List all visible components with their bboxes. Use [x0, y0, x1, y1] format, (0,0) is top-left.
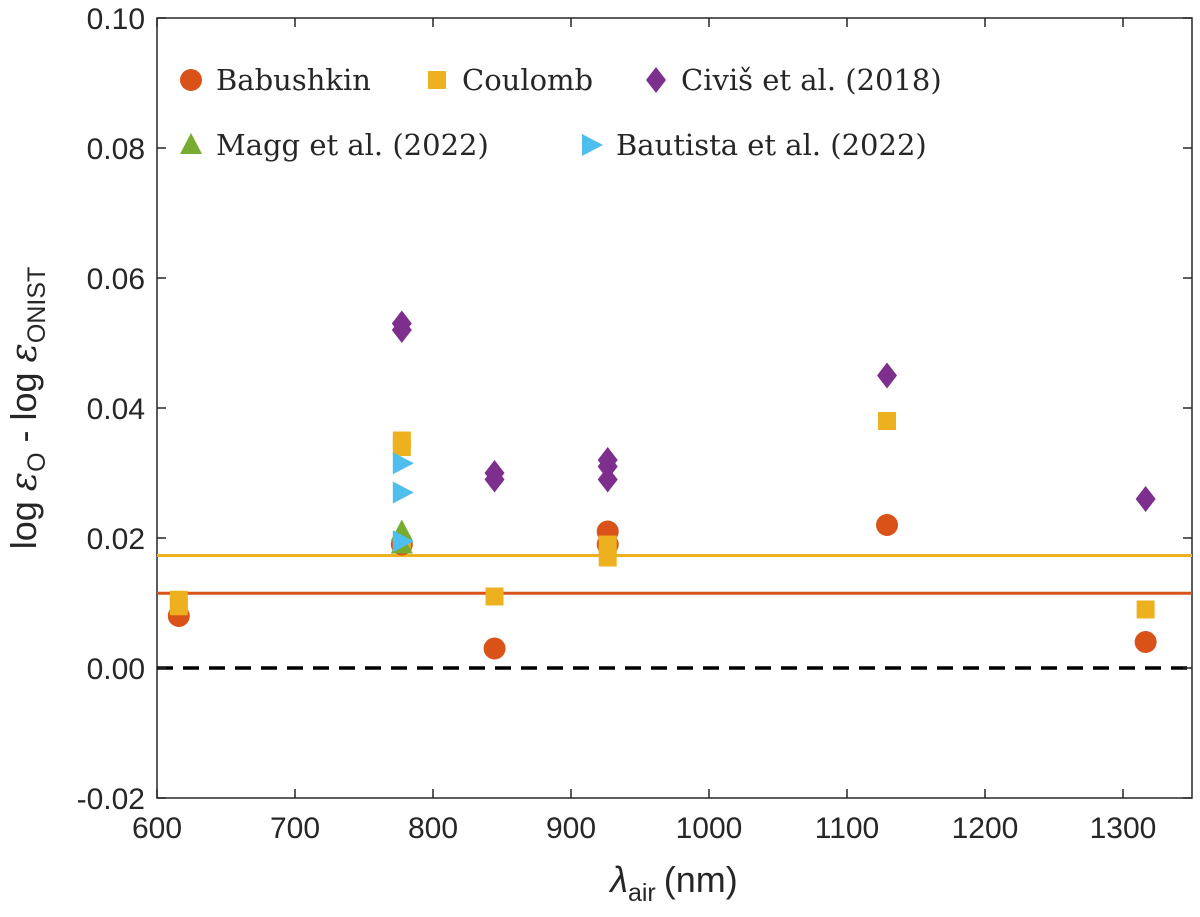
y-label-eps1: ε	[4, 472, 45, 491]
legend-label: Coulomb	[462, 63, 593, 97]
legend: Babushkin Coulomb Civiš et al. (2018) Magg …	[180, 63, 942, 162]
data-point	[392, 530, 414, 553]
legend-marker	[582, 134, 603, 156]
x-tick-label: 900	[546, 812, 596, 845]
data-point	[597, 466, 618, 493]
y-tick-label: 0.00	[87, 653, 145, 686]
y-tick-label: 0.04	[87, 393, 145, 426]
x-tick-label: 1000	[676, 812, 743, 845]
series	[391, 310, 1156, 512]
x-label-unit: (nm)	[664, 859, 738, 900]
x-label-lambda: λ	[608, 859, 628, 900]
y-label-eps2: ε	[4, 343, 45, 362]
x-axis-label: λair (nm)	[608, 859, 738, 907]
y-label-sub1: O	[23, 452, 51, 471]
x-tick-label: 1100	[815, 812, 880, 845]
y-label-sub2: ONIST	[23, 267, 51, 343]
data-point	[1134, 631, 1157, 653]
x-axis: 600 700 800 900 1000 1100 1200 1300	[132, 18, 1156, 845]
data-point	[598, 548, 617, 567]
legend-item: Babushkin	[180, 63, 371, 97]
x-tick-label: 700	[270, 812, 320, 845]
data-point	[484, 466, 505, 493]
y-label-prefix: log	[3, 491, 44, 549]
data-point	[485, 587, 504, 606]
legend-marker	[180, 133, 202, 154]
y-axis: -0.02 0.00 0.02 0.04 0.06 0.08 0.10	[77, 3, 1192, 816]
legend-item: Coulomb	[428, 63, 593, 97]
y-tick-label: 0.10	[87, 3, 145, 36]
legend-marker	[428, 71, 446, 89]
x-tick-label: 1300	[1090, 812, 1157, 845]
data-point	[392, 452, 414, 475]
data-point	[483, 637, 506, 660]
data-markers	[167, 310, 1157, 660]
legend-item: Bautista et al. (2022)	[582, 128, 927, 162]
data-point	[1136, 600, 1155, 619]
y-tick-label: 0.06	[87, 263, 145, 296]
legend-label: Magg et al. (2022)	[216, 128, 489, 162]
y-axis-label: log εO - log εONIST	[3, 267, 51, 550]
legend-label: Babushkin	[216, 63, 371, 97]
legend-label: Civiš et al. (2018)	[681, 63, 942, 97]
data-point	[169, 597, 188, 616]
y-tick-label: 0.08	[87, 133, 145, 166]
data-point	[1135, 486, 1156, 512]
legend-marker	[180, 69, 202, 91]
data-point	[392, 481, 414, 504]
y-tick-label: -0.02	[77, 783, 145, 816]
data-point	[877, 362, 898, 389]
x-label-sub: air	[628, 879, 656, 907]
legend-label: Bautista et al. (2022)	[616, 128, 927, 162]
series	[392, 452, 414, 553]
data-point	[878, 412, 897, 430]
x-tick-label: 600	[132, 812, 182, 845]
data-point	[392, 438, 411, 456]
legend-marker	[646, 67, 666, 93]
legend-item: Civiš et al. (2018)	[646, 63, 942, 97]
data-point	[876, 514, 899, 536]
reference-lines	[157, 554, 1192, 670]
y-tick-label: 0.02	[87, 523, 145, 556]
x-tick-label: 800	[408, 812, 458, 845]
data-point	[391, 317, 412, 343]
y-label-mid: - log	[3, 362, 44, 452]
x-tick-label: 1200	[952, 812, 1019, 845]
legend-item: Magg et al. (2022)	[180, 128, 489, 162]
